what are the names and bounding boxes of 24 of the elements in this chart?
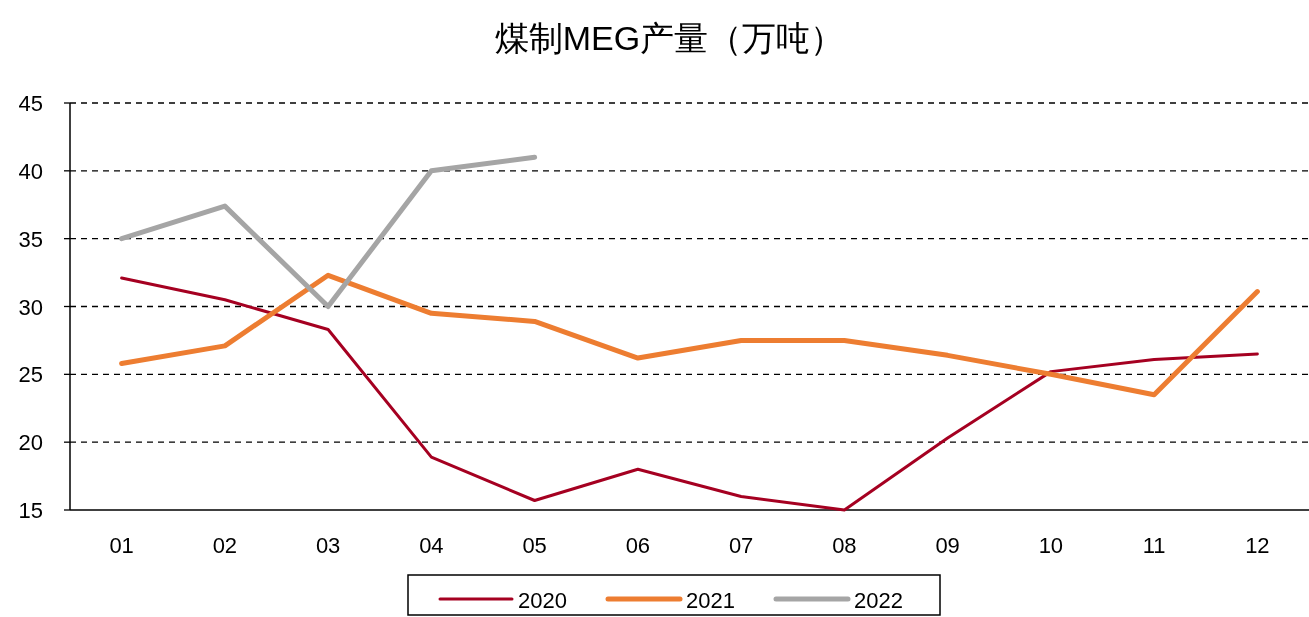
x-tick-label: 11 xyxy=(1142,533,1166,558)
x-tick-label: 10 xyxy=(1038,533,1064,558)
y-tick-label: 25 xyxy=(18,362,43,388)
chart-title: 煤制MEG产量（万吨） xyxy=(494,19,845,57)
x-tick-label: 07 xyxy=(728,533,754,558)
x-tick-label: 08 xyxy=(832,533,857,558)
legend-label: 2021 xyxy=(686,588,735,613)
legend-label: 2020 xyxy=(518,588,567,613)
x-tick-label: 12 xyxy=(1245,533,1270,558)
y-tick-label: 35 xyxy=(18,226,43,252)
x-tick-label: 09 xyxy=(935,533,960,558)
x-tick-label: 02 xyxy=(212,533,238,558)
y-tick-label: 15 xyxy=(18,498,43,523)
y-tick-label: 40 xyxy=(18,158,43,184)
y-tick-label: 30 xyxy=(18,294,43,320)
x-tick-label: 05 xyxy=(522,533,547,558)
x-tick-label: 03 xyxy=(315,533,341,558)
legend-label: 2022 xyxy=(854,588,903,613)
line-series xyxy=(120,276,1259,512)
x-tick-label: 01 xyxy=(109,533,134,558)
x-tick-label: 04 xyxy=(419,533,444,558)
y-tick-label: 45 xyxy=(18,91,43,116)
y-tick-label: 20 xyxy=(18,430,43,456)
x-tick-label: 06 xyxy=(625,533,651,558)
